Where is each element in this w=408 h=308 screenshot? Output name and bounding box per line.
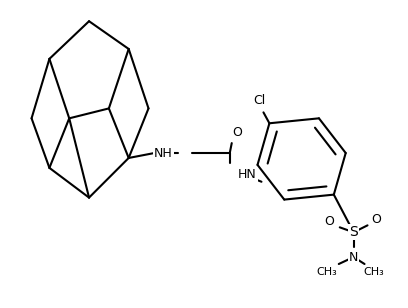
Text: O: O	[232, 126, 242, 139]
Text: CH₃: CH₃	[363, 267, 384, 277]
Text: CH₃: CH₃	[317, 267, 337, 277]
Text: Cl: Cl	[253, 94, 266, 107]
Text: HN: HN	[238, 168, 257, 181]
Text: N: N	[349, 251, 358, 264]
Text: O: O	[372, 213, 381, 226]
Text: S: S	[349, 225, 358, 239]
Text: O: O	[324, 215, 334, 228]
Text: NH: NH	[154, 147, 173, 160]
